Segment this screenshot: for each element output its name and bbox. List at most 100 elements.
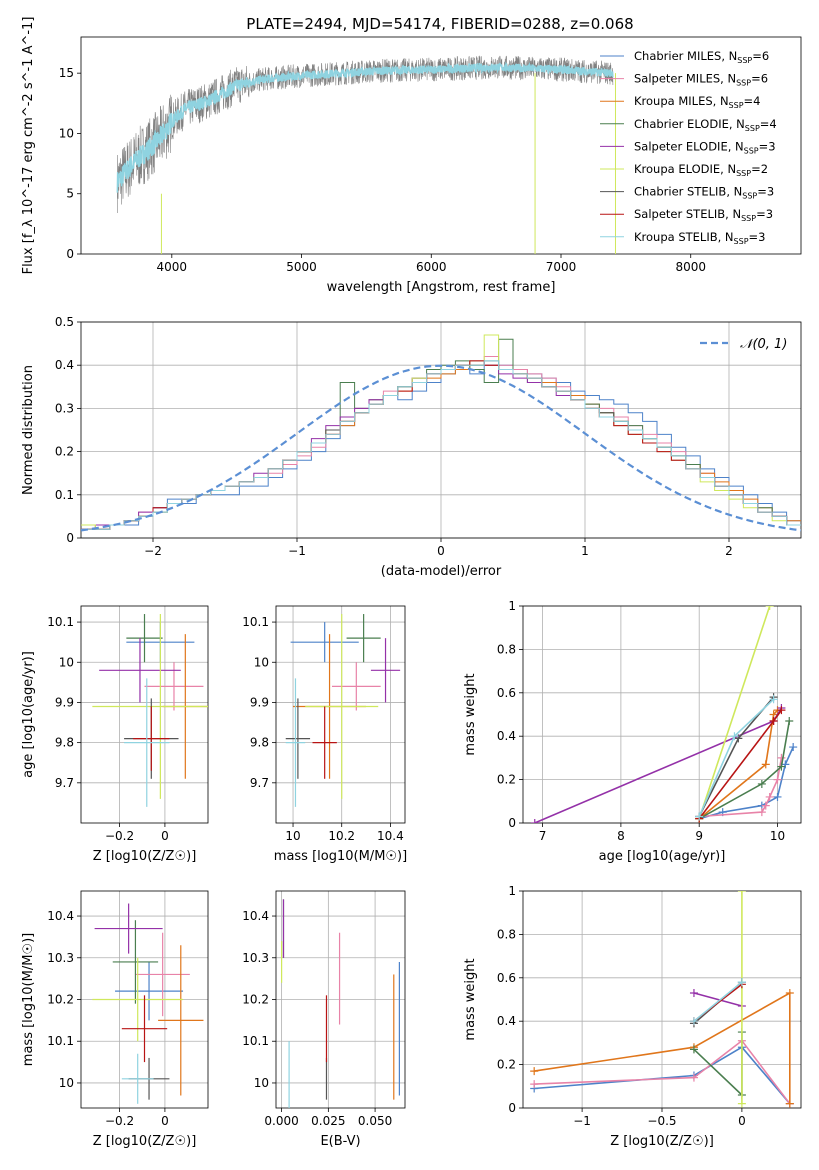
residuals-ytick-label: 0 bbox=[66, 531, 74, 545]
age_vs_Z-xtick-label: 0 bbox=[161, 829, 169, 843]
mass_vs_ebv-ytick-label: 10.4 bbox=[242, 909, 269, 923]
residuals-ytick-label: 0.1 bbox=[55, 488, 74, 502]
spectrum-xtick-label: 6000 bbox=[416, 260, 447, 274]
age_vs_mass-ytick-label: 9.9 bbox=[250, 695, 269, 709]
spectrum-legend: Chabrier MILES, NSSP=6 Salpeter MILES, NS… bbox=[600, 49, 777, 246]
residuals-ytick-label: 0.5 bbox=[55, 315, 74, 329]
weight_vs_Z-xtick-label: −0.5 bbox=[647, 1114, 676, 1128]
age_vs_Z-ytick-label: 10.1 bbox=[47, 615, 74, 629]
weight-marker bbox=[769, 717, 778, 726]
weight_vs_age-frame bbox=[522, 605, 802, 824]
weight-marker bbox=[789, 743, 798, 752]
weight_vs_age-ytick-label: 0 bbox=[508, 816, 516, 830]
weight-line bbox=[699, 757, 783, 818]
residuals-xtick-label: −1 bbox=[288, 544, 306, 558]
age_vs_mass-axes: 10 10.2 10.4 9.7 9.8 9.9 10 10.1 mass [log10(M/M… bbox=[242, 605, 407, 864]
weight_vs_age-xtick-label: 7 bbox=[539, 829, 547, 843]
gaussian-curve bbox=[81, 364, 801, 532]
mass_vs_Z-xtick-label: −0.2 bbox=[105, 1114, 134, 1128]
mass_vs_Z-ytick-label: 10 bbox=[59, 1076, 74, 1090]
age_vs_Z-ytick-label: 9.7 bbox=[55, 776, 74, 790]
weight-marker bbox=[530, 1080, 539, 1089]
weight_vs_Z-xtick-label: 0 bbox=[738, 1114, 746, 1128]
weight-line bbox=[693, 1032, 743, 1097]
age_vs_Z-axes: −0.2 0 9.7 9.8 9.9 10 10.1 Z [log10(Z/Z☉)] age [… bbox=[21, 605, 209, 864]
weight_vs_age-lines bbox=[530, 606, 798, 823]
residuals-xlabel: (data-model)/error bbox=[381, 564, 502, 579]
weight-marker bbox=[773, 775, 782, 784]
age_vs_Z-xtick-label: −0.2 bbox=[105, 829, 134, 843]
spectrum-lines bbox=[116, 55, 616, 254]
age_vs_Z-ylabel: age [log10(age/yr)] bbox=[21, 651, 36, 778]
age_vs_Z-ytick-label: 10 bbox=[59, 655, 74, 669]
histogram-step bbox=[81, 360, 801, 530]
weight_vs_Z-frame bbox=[522, 890, 802, 1109]
mass_vs_ebv-ytick-label: 10.1 bbox=[242, 1034, 269, 1048]
mass_vs_ebv-frame bbox=[275, 890, 406, 1109]
age_vs_Z-ytick-label: 9.8 bbox=[55, 736, 74, 750]
legend-count: =6 bbox=[751, 72, 768, 86]
mass_vs_Z-ytick-label: 10.4 bbox=[47, 909, 74, 923]
weight-line bbox=[698, 746, 794, 820]
age_vs_mass-ytick-label: 10.1 bbox=[242, 615, 269, 629]
spectrum-xtick-label: 8000 bbox=[675, 260, 706, 274]
age_vs_Z-points bbox=[92, 614, 208, 807]
mass_vs_ebv-xlabel: E(B-V) bbox=[320, 1134, 360, 1149]
age_vs_mass-ytick-label: 10 bbox=[254, 655, 269, 669]
weight-marker bbox=[689, 1073, 698, 1082]
spectrum-ytick-label: 0 bbox=[66, 247, 74, 261]
legend-subscript: SSP bbox=[745, 124, 760, 133]
weight-marker bbox=[530, 819, 539, 823]
mass_vs_Z-xtick-label: 0 bbox=[161, 1114, 169, 1128]
spectrum-ytick-label: 15 bbox=[59, 66, 74, 80]
mass_vs_Z-points bbox=[92, 903, 204, 1104]
legend-subscript: SSP bbox=[736, 169, 751, 178]
age_vs_mass-ytick-label: 9.8 bbox=[250, 736, 269, 750]
weight-line bbox=[534, 707, 783, 823]
weight-line bbox=[698, 709, 779, 820]
figure-title: PLATE=2494, MJD=54174, FIBERID=0288, z=0… bbox=[246, 15, 633, 33]
weight-marker bbox=[761, 760, 770, 769]
mass_vs_ebv-xtick-label: 0.025 bbox=[311, 1114, 345, 1128]
spectrum-xtick-label: 5000 bbox=[286, 260, 317, 274]
weight-line bbox=[698, 720, 791, 820]
weight_vs_age-ytick-label: 0.2 bbox=[497, 773, 516, 787]
weight-marker bbox=[737, 1099, 746, 1108]
weight-marker bbox=[785, 988, 794, 997]
age_vs_mass-xtick-label: 10.4 bbox=[377, 829, 404, 843]
spectrum-axes: 4000 5000 6000 7000 8000 0 5 10 15 wavelength [An… bbox=[21, 17, 802, 295]
weight-marker bbox=[765, 606, 774, 610]
legend-label: Kroupa STELIB, NSSP=3 bbox=[634, 230, 765, 246]
weight_vs_Z-ytick-label: 0.6 bbox=[497, 971, 516, 985]
age_vs_mass-points bbox=[285, 614, 401, 807]
spectrum-xtick-label: 7000 bbox=[546, 260, 577, 274]
spectrum-frame bbox=[80, 36, 802, 255]
weight_vs_Z-ytick-label: 0.4 bbox=[497, 1014, 516, 1028]
weight-marker bbox=[730, 732, 739, 741]
legend-label: Kroupa MILES, NSSP=4 bbox=[634, 94, 760, 110]
weight-marker bbox=[785, 1099, 794, 1108]
weight-marker bbox=[689, 1045, 698, 1054]
weight-marker bbox=[785, 717, 794, 726]
spectrum-xlabel: wavelength [Angstrom, rest frame] bbox=[327, 280, 556, 295]
age_vs_Z-frame bbox=[80, 605, 209, 824]
spectrum-ytick-label: 10 bbox=[59, 126, 74, 140]
weight-marker bbox=[530, 1067, 539, 1076]
weight_vs_Z-axes: −1 −0.5 0 0 0.2 0.4 0.6 0.8 1 Z [log10(Z/Z☉)] mass… bbox=[463, 884, 802, 1149]
residuals-xtick-label: 2 bbox=[725, 544, 733, 558]
legend-subscript: SSP bbox=[741, 214, 756, 223]
mass_vs_Z-frame bbox=[80, 890, 209, 1109]
legend-label: Salpeter MILES, NSSP=6 bbox=[634, 72, 768, 88]
weight_vs_age-ytick-label: 1 bbox=[508, 599, 516, 613]
weight_vs_age-ytick-label: 0.4 bbox=[497, 729, 516, 743]
weight-line bbox=[693, 981, 743, 1022]
weight_vs_Z-xlabel: Z [log10(Z/Z☉)] bbox=[610, 1134, 714, 1149]
weight-marker bbox=[689, 988, 698, 997]
spectrum-xtick-label: 4000 bbox=[157, 260, 188, 274]
mass_vs_ebv-axes: 0.000 0.025 0.050 10 10.1 10.2 10.3 10.4 E(B-V) bbox=[242, 890, 406, 1149]
legend-subscript: SSP bbox=[736, 79, 751, 88]
age_vs_mass-xlabel: mass [log10(M/M☉)] bbox=[274, 849, 407, 864]
weight_vs_Z-xtick-label: −1 bbox=[573, 1114, 591, 1128]
residuals-bars bbox=[81, 334, 801, 532]
